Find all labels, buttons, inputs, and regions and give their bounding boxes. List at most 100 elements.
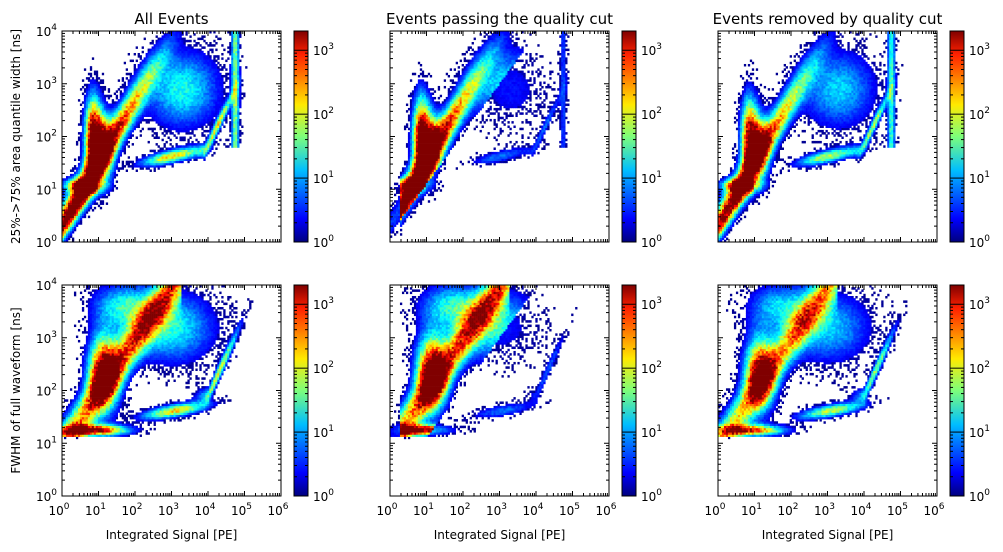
heatmap-cell	[213, 130, 215, 133]
heatmap-cell	[104, 176, 106, 179]
heatmap-cell	[110, 158, 112, 161]
heatmap-cell	[154, 60, 156, 63]
heatmap-cell	[197, 42, 199, 45]
heatmap-cell	[88, 200, 90, 203]
heatmap-cell	[166, 95, 168, 98]
heatmap-cell	[424, 156, 426, 159]
heatmap-cell	[72, 216, 74, 219]
heatmap-cell	[66, 229, 68, 232]
heatmap-cell	[102, 134, 104, 137]
heatmap-cell	[94, 191, 96, 194]
heatmap-cell	[177, 84, 179, 87]
heatmap-cell	[410, 205, 412, 208]
heatmap-cell	[84, 216, 86, 219]
heatmap-cell	[114, 117, 116, 120]
heatmap-cell	[108, 108, 110, 111]
heatmap-cell	[144, 71, 146, 74]
heatmap-cell	[108, 152, 110, 155]
heatmap-cell	[84, 117, 86, 120]
heatmap-cell	[179, 123, 181, 126]
heatmap-cell	[197, 101, 199, 104]
heatmap-cell	[122, 167, 124, 170]
heatmap-cell	[88, 194, 90, 197]
heatmap-cell	[90, 207, 92, 210]
heatmap-cell	[400, 200, 402, 203]
heatmap-cell	[408, 154, 410, 157]
heatmap-cell	[74, 183, 76, 186]
heatmap-cell	[100, 152, 102, 155]
heatmap-cell	[402, 218, 404, 221]
heatmap-cell	[66, 205, 68, 208]
y-tick-label: 102	[36, 129, 57, 145]
heatmap-cell	[420, 79, 422, 82]
heatmap-cell	[410, 145, 412, 148]
heatmap-cell	[140, 66, 142, 69]
heatmap-cell	[102, 132, 104, 135]
heatmap-cell	[189, 46, 191, 49]
heatmap-cell	[420, 99, 422, 102]
heatmap-cell	[88, 158, 90, 161]
heatmap-cell	[96, 163, 98, 166]
heatmap-cell	[233, 42, 235, 45]
heatmap-cell	[197, 150, 199, 153]
heatmap-cell	[122, 165, 124, 168]
heatmap-cell	[235, 75, 237, 78]
heatmap-cell	[172, 150, 174, 153]
heatmap-cell	[215, 95, 217, 98]
heatmap-cell	[94, 187, 96, 190]
heatmap-cell	[179, 68, 181, 71]
heatmap-cell	[108, 143, 110, 146]
heatmap-cell	[114, 147, 116, 150]
heatmap-cell	[126, 101, 128, 104]
heatmap-cell	[124, 115, 126, 118]
heatmap-cell	[189, 150, 191, 153]
heatmap-cell	[64, 231, 66, 234]
heatmap-cell	[70, 196, 72, 199]
heatmap-cell	[410, 183, 412, 186]
heatmap-cell	[108, 90, 110, 93]
heatmap-cell	[183, 108, 185, 111]
heatmap-cell	[114, 108, 116, 111]
heatmap-cell	[191, 126, 193, 129]
heatmap-cell	[420, 154, 422, 157]
heatmap-cell	[166, 75, 168, 78]
heatmap-cell	[96, 128, 98, 130]
heatmap-cell	[398, 220, 400, 223]
heatmap-cell	[229, 143, 231, 146]
heatmap-cell	[420, 115, 422, 118]
heatmap-cell	[170, 49, 172, 52]
heatmap-cell	[110, 187, 112, 190]
heatmap-cell	[203, 130, 205, 133]
heatmap-cell	[416, 176, 418, 179]
heatmap-cell	[420, 178, 422, 181]
heatmap-cell	[114, 158, 116, 161]
heatmap-cell	[166, 156, 168, 159]
heatmap-cell	[98, 150, 100, 153]
heatmap-cell	[398, 213, 400, 216]
heatmap-cell	[422, 154, 424, 157]
heatmap-cell	[223, 93, 225, 96]
heatmap-cell	[160, 97, 162, 100]
heatmap-cell	[168, 66, 170, 69]
heatmap-cell	[160, 101, 162, 104]
heatmap-cell	[100, 145, 102, 148]
heatmap-cell	[168, 110, 170, 113]
heatmap-cell	[183, 121, 185, 124]
heatmap-cell	[412, 93, 414, 96]
heatmap-cell	[179, 152, 181, 155]
heatmap-cell	[68, 211, 70, 214]
heatmap-cell	[128, 112, 130, 115]
heatmap-cell	[154, 57, 156, 60]
heatmap-cell	[239, 60, 241, 63]
heatmap-cell	[408, 115, 410, 118]
heatmap-cell	[191, 88, 193, 91]
heatmap-cell	[92, 141, 94, 144]
heatmap-cell	[138, 165, 140, 168]
heatmap-cell	[213, 119, 215, 122]
heatmap-cell	[172, 93, 174, 96]
heatmap-cell	[86, 93, 88, 96]
heatmap-cell	[108, 187, 110, 190]
heatmap-cell	[179, 53, 181, 56]
heatmap-cell	[181, 139, 183, 142]
heatmap-cell	[183, 88, 185, 91]
